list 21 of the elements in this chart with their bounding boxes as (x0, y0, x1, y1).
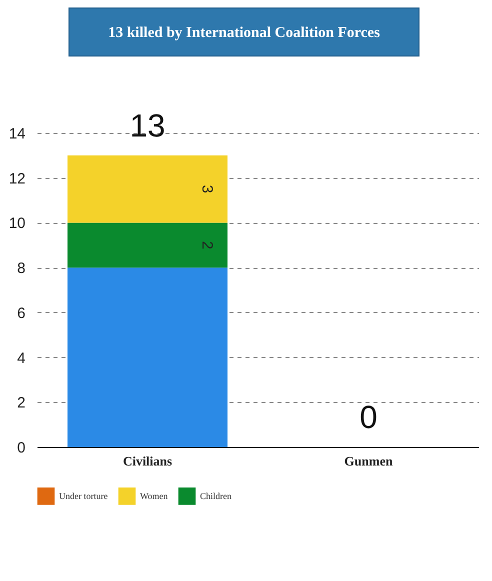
total-label: 0 (360, 399, 378, 435)
legend-label: Under torture (59, 491, 108, 502)
x-tick-label: Civilians (122, 454, 172, 468)
legend-label: Women (140, 491, 168, 502)
bar (68, 222, 228, 268)
chart-title: 13 killed by International Coalition Forces (108, 25, 380, 41)
y-tick-label: 2 (17, 394, 26, 412)
y-tick-label: 0 (17, 440, 26, 456)
total-label: 13 (130, 107, 166, 144)
bar (68, 268, 228, 447)
y-tick-label: 10 (8, 215, 26, 232)
y-tick-label: 12 (8, 170, 26, 188)
y-tick-label: 6 (17, 304, 26, 322)
y-tick-label: 8 (17, 260, 26, 278)
legend-label: Children (200, 491, 232, 502)
y-tick-label: 14 (8, 126, 26, 142)
y-tick-label: 4 (17, 350, 26, 367)
data-label: 2 (198, 240, 216, 250)
bar (68, 155, 228, 223)
x-tick-label: Gunmen (344, 454, 394, 468)
data-label: 3 (198, 184, 216, 194)
